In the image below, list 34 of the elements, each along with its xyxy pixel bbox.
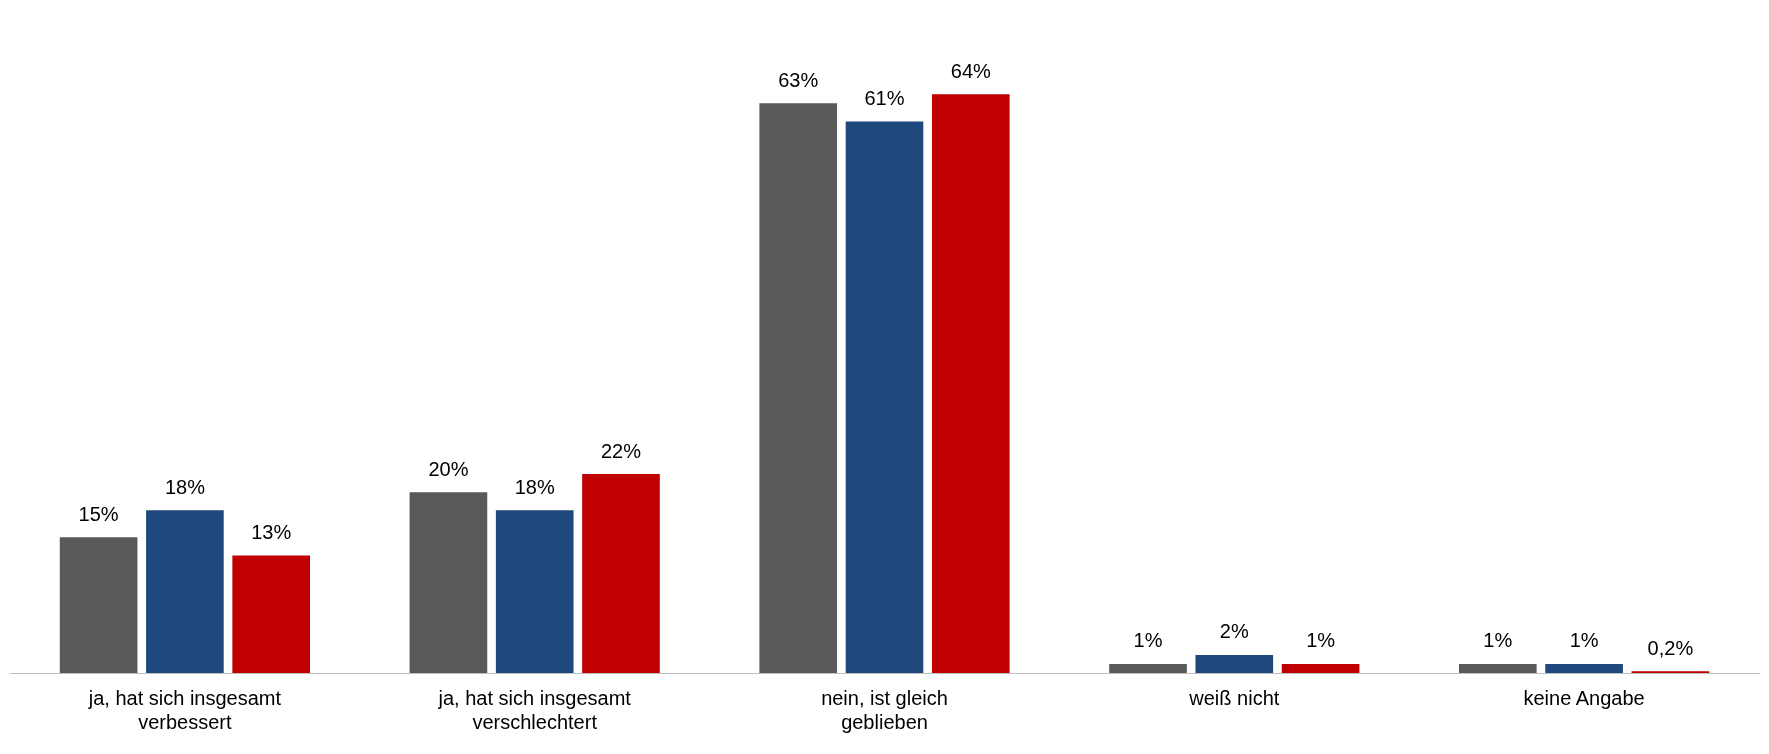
- data-label: 1%: [1133, 629, 1163, 652]
- x-tick-label: keine Angabe: [1523, 686, 1645, 709]
- data-label: 2%: [1219, 620, 1249, 643]
- bar: [146, 510, 224, 673]
- data-label: 18%: [514, 475, 555, 498]
- data-label: 18%: [164, 475, 206, 498]
- data-label: 63%: [778, 68, 819, 91]
- data-label: 1%: [1569, 629, 1599, 652]
- data-label: 20%: [428, 457, 469, 480]
- data-label: 64%: [950, 59, 992, 82]
- bar: [931, 94, 1010, 673]
- data-label: 15%: [78, 502, 119, 525]
- bar: [1195, 654, 1274, 673]
- bar: [582, 474, 660, 673]
- bar: [845, 121, 924, 673]
- bar: [409, 492, 488, 673]
- bar: [495, 510, 574, 673]
- bar: [59, 537, 138, 673]
- data-label: 22%: [600, 439, 642, 462]
- bar: [1281, 663, 1360, 673]
- bar: [1458, 663, 1537, 673]
- x-tick-label: ja, hat sich insgesamt verschlechtert: [437, 686, 632, 733]
- x-tick-label: ja, hat sich insgesamt verbessert: [87, 686, 282, 733]
- data-label: 61%: [864, 86, 905, 109]
- x-tick-label: weiß nicht: [1188, 686, 1280, 709]
- data-label: 1%: [1306, 629, 1336, 652]
- bar: [759, 103, 838, 673]
- data-label: 1%: [1483, 629, 1513, 652]
- data-label: 13%: [251, 520, 292, 543]
- bar: [232, 555, 311, 673]
- data-label: 0,2%: [1647, 636, 1694, 659]
- bar: [1545, 663, 1623, 673]
- x-tick-label: nein, ist gleich geblieben: [821, 686, 948, 733]
- bar: [1109, 663, 1187, 673]
